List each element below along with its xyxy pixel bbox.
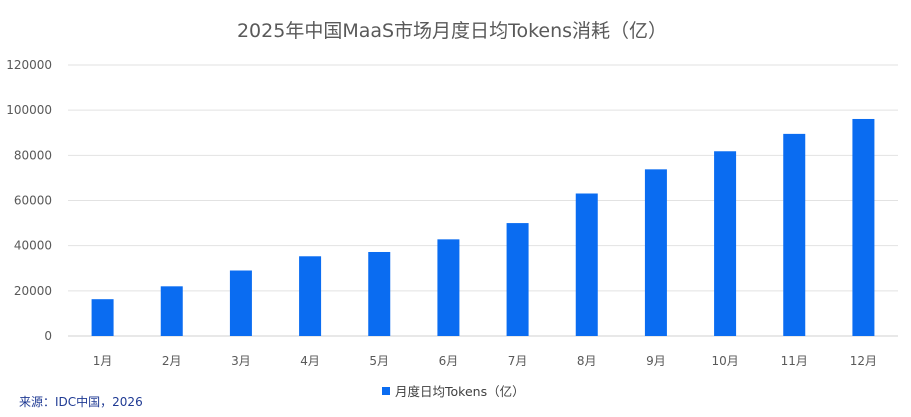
bar [714, 151, 737, 336]
bar [506, 223, 529, 336]
x-tick-label: 5月 [369, 354, 389, 368]
x-tick-label: 10月 [711, 354, 738, 368]
y-tick-label: 0 [44, 329, 52, 343]
bar [437, 239, 460, 336]
x-tick-label: 7月 [508, 354, 528, 368]
legend-label: 月度日均Tokens（亿） [395, 384, 525, 399]
x-tick-label: 12月 [850, 354, 877, 368]
x-tick-label: 2月 [162, 354, 182, 368]
x-tick-label: 9月 [646, 354, 666, 368]
bar [368, 251, 391, 336]
bar [299, 256, 322, 336]
x-tick-label: 8月 [577, 354, 597, 368]
y-tick-label: 20000 [14, 284, 52, 298]
grid-lines [68, 64, 898, 337]
y-tick-label: 60000 [14, 194, 52, 208]
bar [852, 118, 875, 336]
bar-series [91, 118, 875, 336]
y-axis-ticks: 0 20000 40000 60000 80000 100000 120000 [6, 58, 52, 343]
x-tick-label: 11月 [781, 354, 808, 368]
x-tick-label: 6月 [439, 354, 459, 368]
x-tick-label: 3月 [231, 354, 251, 368]
y-tick-label: 100000 [6, 103, 52, 117]
y-tick-label: 80000 [14, 148, 52, 162]
bar [229, 270, 252, 336]
bar [575, 193, 598, 336]
legend: 月度日均Tokens（亿） [382, 384, 525, 399]
chart-title: 2025年中国MaaS市场月度日均Tokens消耗（亿） [237, 20, 667, 42]
bar [783, 133, 806, 336]
y-tick-label: 120000 [6, 58, 52, 72]
y-tick-label: 40000 [14, 239, 52, 253]
x-tick-label: 1月 [93, 354, 113, 368]
x-axis-ticks: 1月 2月 3月 4月 5月 6月 7月 8月 9月 10月 11月 12月 [93, 354, 877, 368]
bar [160, 286, 183, 336]
x-tick-label: 4月 [300, 354, 320, 368]
bar [644, 169, 667, 336]
bar [91, 299, 114, 336]
source-note: 来源：IDC中国，2026 [19, 394, 143, 409]
legend-swatch [382, 387, 390, 395]
